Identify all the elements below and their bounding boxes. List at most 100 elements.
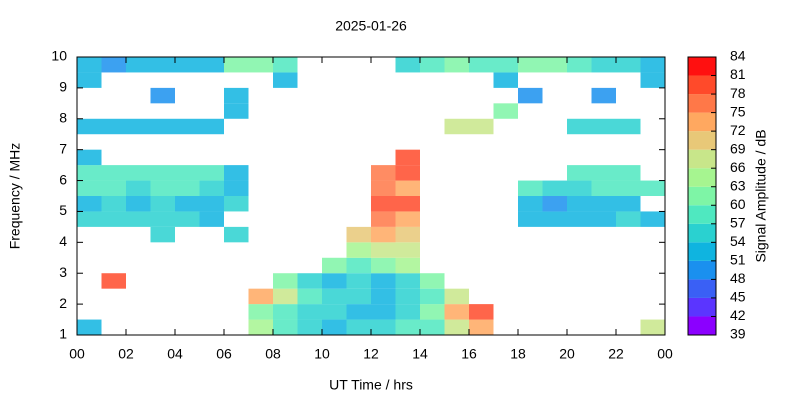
- x-tick-label: 12: [363, 346, 379, 362]
- heat-cell: [175, 57, 200, 73]
- heat-cell: [469, 118, 494, 135]
- heat-cell: [567, 118, 592, 135]
- heat-cell: [395, 319, 420, 335]
- heat-cell: [224, 165, 249, 181]
- heat-cell: [371, 273, 396, 289]
- heat-cell: [248, 319, 273, 335]
- colorbar-segment: [688, 94, 716, 113]
- heat-cell: [150, 87, 175, 104]
- heat-cell: [371, 304, 396, 320]
- heat-cell: [150, 196, 175, 212]
- heat-cell: [395, 211, 420, 227]
- colorbar-segment: [688, 297, 716, 317]
- x-tick-label: 22: [608, 346, 624, 362]
- colorbar-tick-label: 72: [730, 122, 746, 138]
- colorbar-segment: [688, 242, 716, 261]
- heat-cell: [77, 196, 102, 212]
- colorbar-segment: [688, 57, 716, 76]
- heat-cell: [371, 211, 396, 227]
- colorbar-tick-label: 42: [730, 307, 746, 323]
- heat-cell: [322, 288, 347, 305]
- heat-cell: [371, 257, 396, 274]
- heat-cell: [101, 57, 126, 73]
- heat-cell: [395, 226, 420, 243]
- x-tick-label: 04: [167, 346, 183, 362]
- x-tick-label: 02: [118, 346, 134, 362]
- heat-cell: [640, 57, 665, 73]
- heat-cell: [640, 211, 665, 227]
- heat-cell: [150, 180, 175, 196]
- heat-cell: [567, 165, 592, 181]
- colorbar-segment: [688, 186, 716, 206]
- heat-cell: [199, 196, 224, 212]
- heat-cell: [640, 319, 665, 335]
- y-tick-label: 4: [59, 233, 67, 249]
- heat-cell: [322, 273, 347, 289]
- heat-cell: [297, 273, 322, 289]
- heat-cell: [567, 196, 592, 212]
- heat-cell: [640, 180, 665, 196]
- heat-cell: [77, 319, 102, 335]
- heat-cell: [199, 165, 224, 181]
- colorbar-segment: [688, 316, 716, 335]
- heat-cell: [248, 57, 273, 73]
- heat-cell: [297, 288, 322, 305]
- colorbar-segment: [688, 205, 716, 224]
- heat-cell: [469, 319, 494, 335]
- y-tick-label: 6: [59, 171, 67, 187]
- heat-cell: [591, 57, 616, 73]
- heat-cell: [469, 57, 494, 73]
- heat-cell: [616, 180, 641, 196]
- heat-cell: [224, 180, 249, 196]
- x-axis-label: UT Time / hrs: [329, 377, 413, 393]
- heat-cell: [199, 211, 224, 227]
- heat-cell: [518, 180, 543, 196]
- heat-cell: [297, 319, 322, 335]
- heat-cell: [273, 273, 298, 289]
- y-axis-label: Frequency / MHz: [7, 143, 23, 250]
- heat-cell: [101, 211, 126, 227]
- x-tick-label: 06: [216, 346, 232, 362]
- heat-cell: [273, 304, 298, 320]
- heat-cell: [616, 196, 641, 212]
- heat-cell: [444, 118, 469, 135]
- chart-title: 2025-01-26: [335, 18, 407, 34]
- heat-cell: [444, 304, 469, 320]
- x-tick-label: 10: [314, 346, 330, 362]
- heat-cell: [591, 165, 616, 181]
- heat-cell: [567, 180, 592, 196]
- heat-cell: [150, 118, 175, 135]
- heat-cell: [322, 257, 347, 274]
- heat-cell: [371, 196, 396, 212]
- heat-cell: [371, 226, 396, 243]
- heat-cell: [273, 319, 298, 335]
- heat-cell: [175, 211, 200, 227]
- heat-cell: [567, 211, 592, 227]
- heat-cell: [493, 72, 518, 88]
- heat-cell: [77, 211, 102, 227]
- heat-cell: [493, 103, 518, 119]
- heat-cell: [199, 180, 224, 196]
- heat-cell: [395, 257, 420, 274]
- heat-cell: [420, 57, 445, 73]
- heat-cell: [346, 257, 371, 274]
- heat-cell: [371, 180, 396, 196]
- colorbar-tick-label: 81: [730, 66, 746, 82]
- heat-cell: [395, 57, 420, 73]
- heat-cell: [322, 319, 347, 335]
- heat-cell: [395, 196, 420, 212]
- heat-cell: [518, 87, 543, 104]
- heat-cell: [175, 180, 200, 196]
- heat-cell: [199, 57, 224, 73]
- heat-cell: [518, 57, 543, 73]
- heat-cell: [77, 57, 102, 73]
- heat-cell: [395, 288, 420, 305]
- heat-cell: [224, 196, 249, 212]
- heat-cell: [518, 211, 543, 227]
- colorbar-segment: [688, 131, 716, 150]
- heat-cell: [542, 57, 567, 73]
- heat-cell: [346, 319, 371, 335]
- heat-cell: [175, 165, 200, 181]
- heat-cell: [77, 72, 102, 88]
- heat-cell: [444, 288, 469, 305]
